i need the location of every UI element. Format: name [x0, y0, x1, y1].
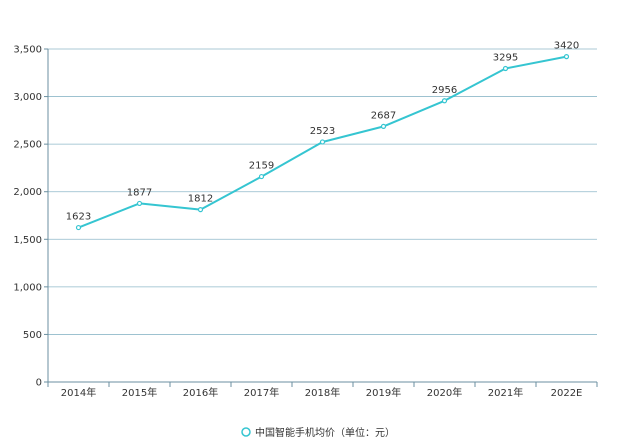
y-tick-label: 3,000	[13, 92, 42, 103]
y-axis: 0 500 1,000 1,500 2,000 2,500 3,000 3,500	[13, 45, 49, 389]
data-point[interactable]	[75, 224, 82, 231]
y-tick-label: 0	[36, 378, 42, 389]
data-label: 1812	[188, 194, 213, 205]
data-label: 2956	[432, 85, 457, 96]
y-tick-label: 2,500	[13, 140, 42, 151]
x-tick-label: 2016年	[183, 386, 218, 399]
x-tick-label: 2021年	[488, 386, 523, 399]
legend[interactable]: 中国智能手机均价（单位：元）	[241, 426, 395, 439]
data-label: 2687	[371, 110, 396, 121]
legend-marker	[241, 427, 251, 437]
data-point[interactable]	[136, 200, 143, 207]
x-tick-label: 2022E	[551, 388, 583, 399]
y-tick-label: 2,000	[13, 187, 42, 198]
x-tick-label: 2014年	[61, 386, 96, 399]
data-point[interactable]	[563, 54, 570, 60]
data-point[interactable]	[441, 98, 448, 104]
legend-label: 中国智能手机均价（单位：元）	[255, 426, 395, 439]
data-labels: 1623 1877 1812 2159 2523 2687 2956 3295 3420	[66, 41, 579, 223]
series-average-price	[75, 54, 570, 231]
data-label: 2523	[310, 126, 335, 137]
data-label: 1623	[66, 212, 91, 223]
y-tick-label: 1,500	[13, 235, 42, 246]
data-label: 1877	[127, 187, 152, 198]
data-label: 3295	[493, 53, 518, 64]
x-axis: 2014年 2015年 2016年 2017年 2018年 2019年 2020年 2021年…	[47, 381, 598, 399]
x-tick-label: 2020年	[427, 386, 462, 399]
data-label: 2159	[249, 161, 274, 172]
data-point[interactable]	[319, 139, 326, 145]
data-point[interactable]	[502, 65, 509, 72]
x-tick-label: 2017年	[244, 386, 279, 399]
data-label: 3420	[554, 41, 579, 52]
y-tick-label: 500	[23, 330, 42, 341]
data-point[interactable]	[197, 207, 204, 213]
x-tick-label: 2015年	[122, 386, 157, 399]
x-tick-label: 2018年	[305, 386, 340, 399]
x-tick-label: 2019年	[366, 386, 401, 399]
y-tick-label: 1,000	[13, 282, 42, 293]
data-point[interactable]	[258, 173, 265, 180]
y-tick-label: 3,500	[13, 45, 42, 56]
data-point[interactable]	[380, 123, 387, 129]
